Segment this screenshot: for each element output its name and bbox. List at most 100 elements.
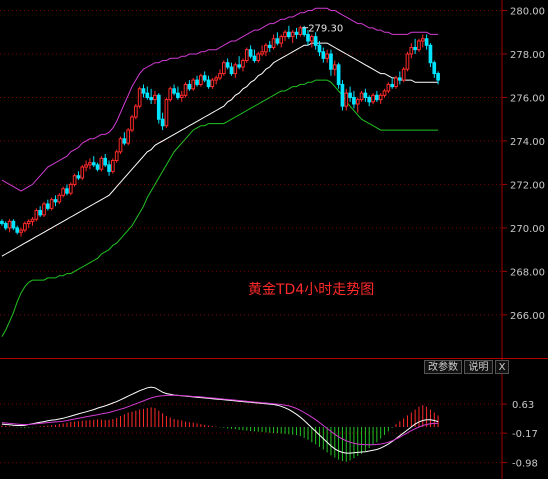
candle-up [271,34,276,50]
candle-body [176,92,180,98]
candle-body [84,164,88,168]
candle-up [199,73,203,87]
candle-up [80,164,85,181]
candle-body [88,162,92,166]
candle-body [195,79,199,85]
candle-body [417,40,421,51]
candle-down [352,90,356,109]
candle-body [168,88,173,101]
candle-body [290,31,295,38]
candle-body [382,90,387,96]
candle-body [359,92,364,101]
candle-up [168,86,173,102]
candle-up [405,51,410,72]
candle-down [38,206,43,218]
price-axis-ticks: 280.00 278.00 276.00 274.00 272.00 270.00 268.… [502,7,545,322]
candle-up [298,25,303,37]
candle-down [390,77,395,89]
candle-body [229,66,234,75]
price-tick-label: 270.00 [510,224,545,235]
candle-body [394,77,398,88]
candle-up [19,227,23,237]
candle-body [413,46,417,51]
candle-body [133,105,138,118]
macd-line-1 [1,394,439,446]
candle-down [76,171,81,181]
candle-body [111,160,115,172]
candle-up [214,75,219,85]
candle-up [344,88,349,111]
candle-up [233,62,238,78]
candle-body [49,199,54,209]
candle-up [126,127,131,146]
candle-up [256,51,261,63]
candle-down [336,62,341,89]
candle-body [348,92,352,98]
candle-body [42,203,46,216]
candle-body [271,38,276,48]
edit-params-button[interactable]: 改参数 [424,360,462,374]
candle-up [49,197,54,211]
candle-body [336,64,341,85]
candle-down [187,80,192,91]
candle-up [88,158,92,170]
candle-body [103,157,108,166]
candle-down [397,71,402,85]
candle-up [118,136,123,154]
candle-up [191,77,196,91]
macd-tick-label: -0.98 [512,459,538,470]
price-tick-label: 280.00 [510,7,545,18]
candle-body [424,38,429,46]
candle-up [371,93,375,104]
candle-up [420,34,425,48]
candle-body [378,94,383,101]
candle-body [325,53,329,59]
candle-body [432,62,437,75]
candle-body [118,138,123,153]
candle-body [45,203,50,209]
candle-down [367,95,372,107]
candle-body [287,31,291,38]
candle-up [34,208,39,222]
candle-up [218,69,222,81]
price-tick-label: 268.00 [510,267,545,278]
candle-body [298,27,303,35]
candle-body [68,183,73,194]
candle-body [38,210,43,216]
candle-body [420,38,425,42]
candle-down [95,162,100,172]
high-price-label: 279.30 [308,24,343,35]
candle-down [375,90,379,102]
candle-down [202,71,207,83]
candle-down [317,40,322,57]
candle-body [53,199,58,203]
help-button[interactable]: 说明 [464,360,493,374]
candle-body [244,49,249,62]
candle-down [122,132,127,146]
candle-up [325,49,329,63]
macd-line-0 [1,386,439,454]
candle-body [321,51,326,59]
candle-body [344,92,349,107]
candle-body [397,77,402,81]
candle-down [248,45,253,59]
candle-body [183,83,188,96]
candle-body [214,77,219,81]
candle-up [401,67,406,83]
candle-body [76,175,81,179]
candle-up [26,219,31,228]
candle-up [290,30,295,44]
close-pane-button[interactable]: X [495,360,509,374]
candlesticks [0,25,440,237]
candle-body [375,94,379,101]
candle-body [199,75,203,85]
candle-up [164,97,169,128]
candle-down [3,221,8,231]
candle-up [309,34,314,48]
candle-body [248,49,253,57]
macd-lines [1,386,439,454]
candle-down [160,112,165,131]
band-line-2 [1,79,439,337]
candle-body [141,88,146,94]
candle-down [287,25,291,39]
